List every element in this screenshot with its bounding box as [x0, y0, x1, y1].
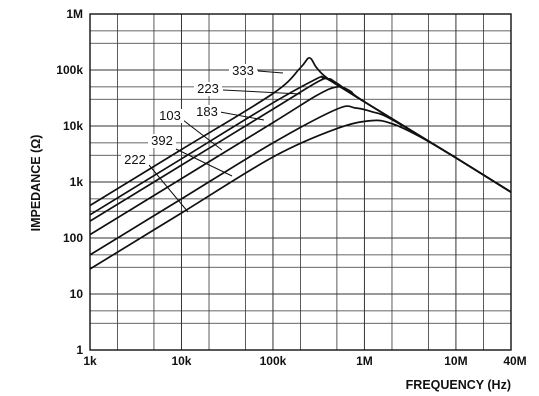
x-tick-label: 1k — [83, 354, 97, 368]
y-axis-title: IMPEDANCE (Ω) — [29, 135, 43, 232]
leader-line-222 — [149, 165, 188, 212]
y-tick-label: 100k — [56, 63, 83, 77]
curve-label-223: 223 — [197, 81, 219, 96]
leader-line-333 — [258, 71, 283, 73]
x-tick-label: 1M — [356, 354, 373, 368]
y-tick-label: 10 — [70, 287, 84, 301]
curve-label-103: 103 — [159, 108, 181, 123]
x-axis-title: FREQUENCY (Hz) — [406, 378, 511, 392]
curve-label-333: 333 — [232, 63, 254, 78]
x-tick-label: 10M — [444, 354, 467, 368]
curve-label-392: 392 — [151, 133, 173, 148]
y-tick-label: 1k — [70, 175, 84, 189]
y-tick-label: 10k — [63, 119, 83, 133]
x-tick-labels: 1k 10k 100k 1M 10M 40M — [83, 354, 526, 368]
x-tick-label: 100k — [260, 354, 287, 368]
x-tick-label: 40M — [503, 354, 526, 368]
y-tick-label: 1M — [66, 7, 83, 21]
x-tick-label: 10k — [171, 354, 191, 368]
curve-label-183: 183 — [196, 104, 218, 119]
curve-label-222: 222 — [124, 152, 146, 167]
y-tick-label: 1 — [76, 343, 83, 357]
leader-line-223 — [223, 90, 301, 94]
y-tick-labels: 1 10 100 1k 10k 100k 1M — [56, 7, 83, 357]
y-tick-label: 100 — [63, 231, 83, 245]
